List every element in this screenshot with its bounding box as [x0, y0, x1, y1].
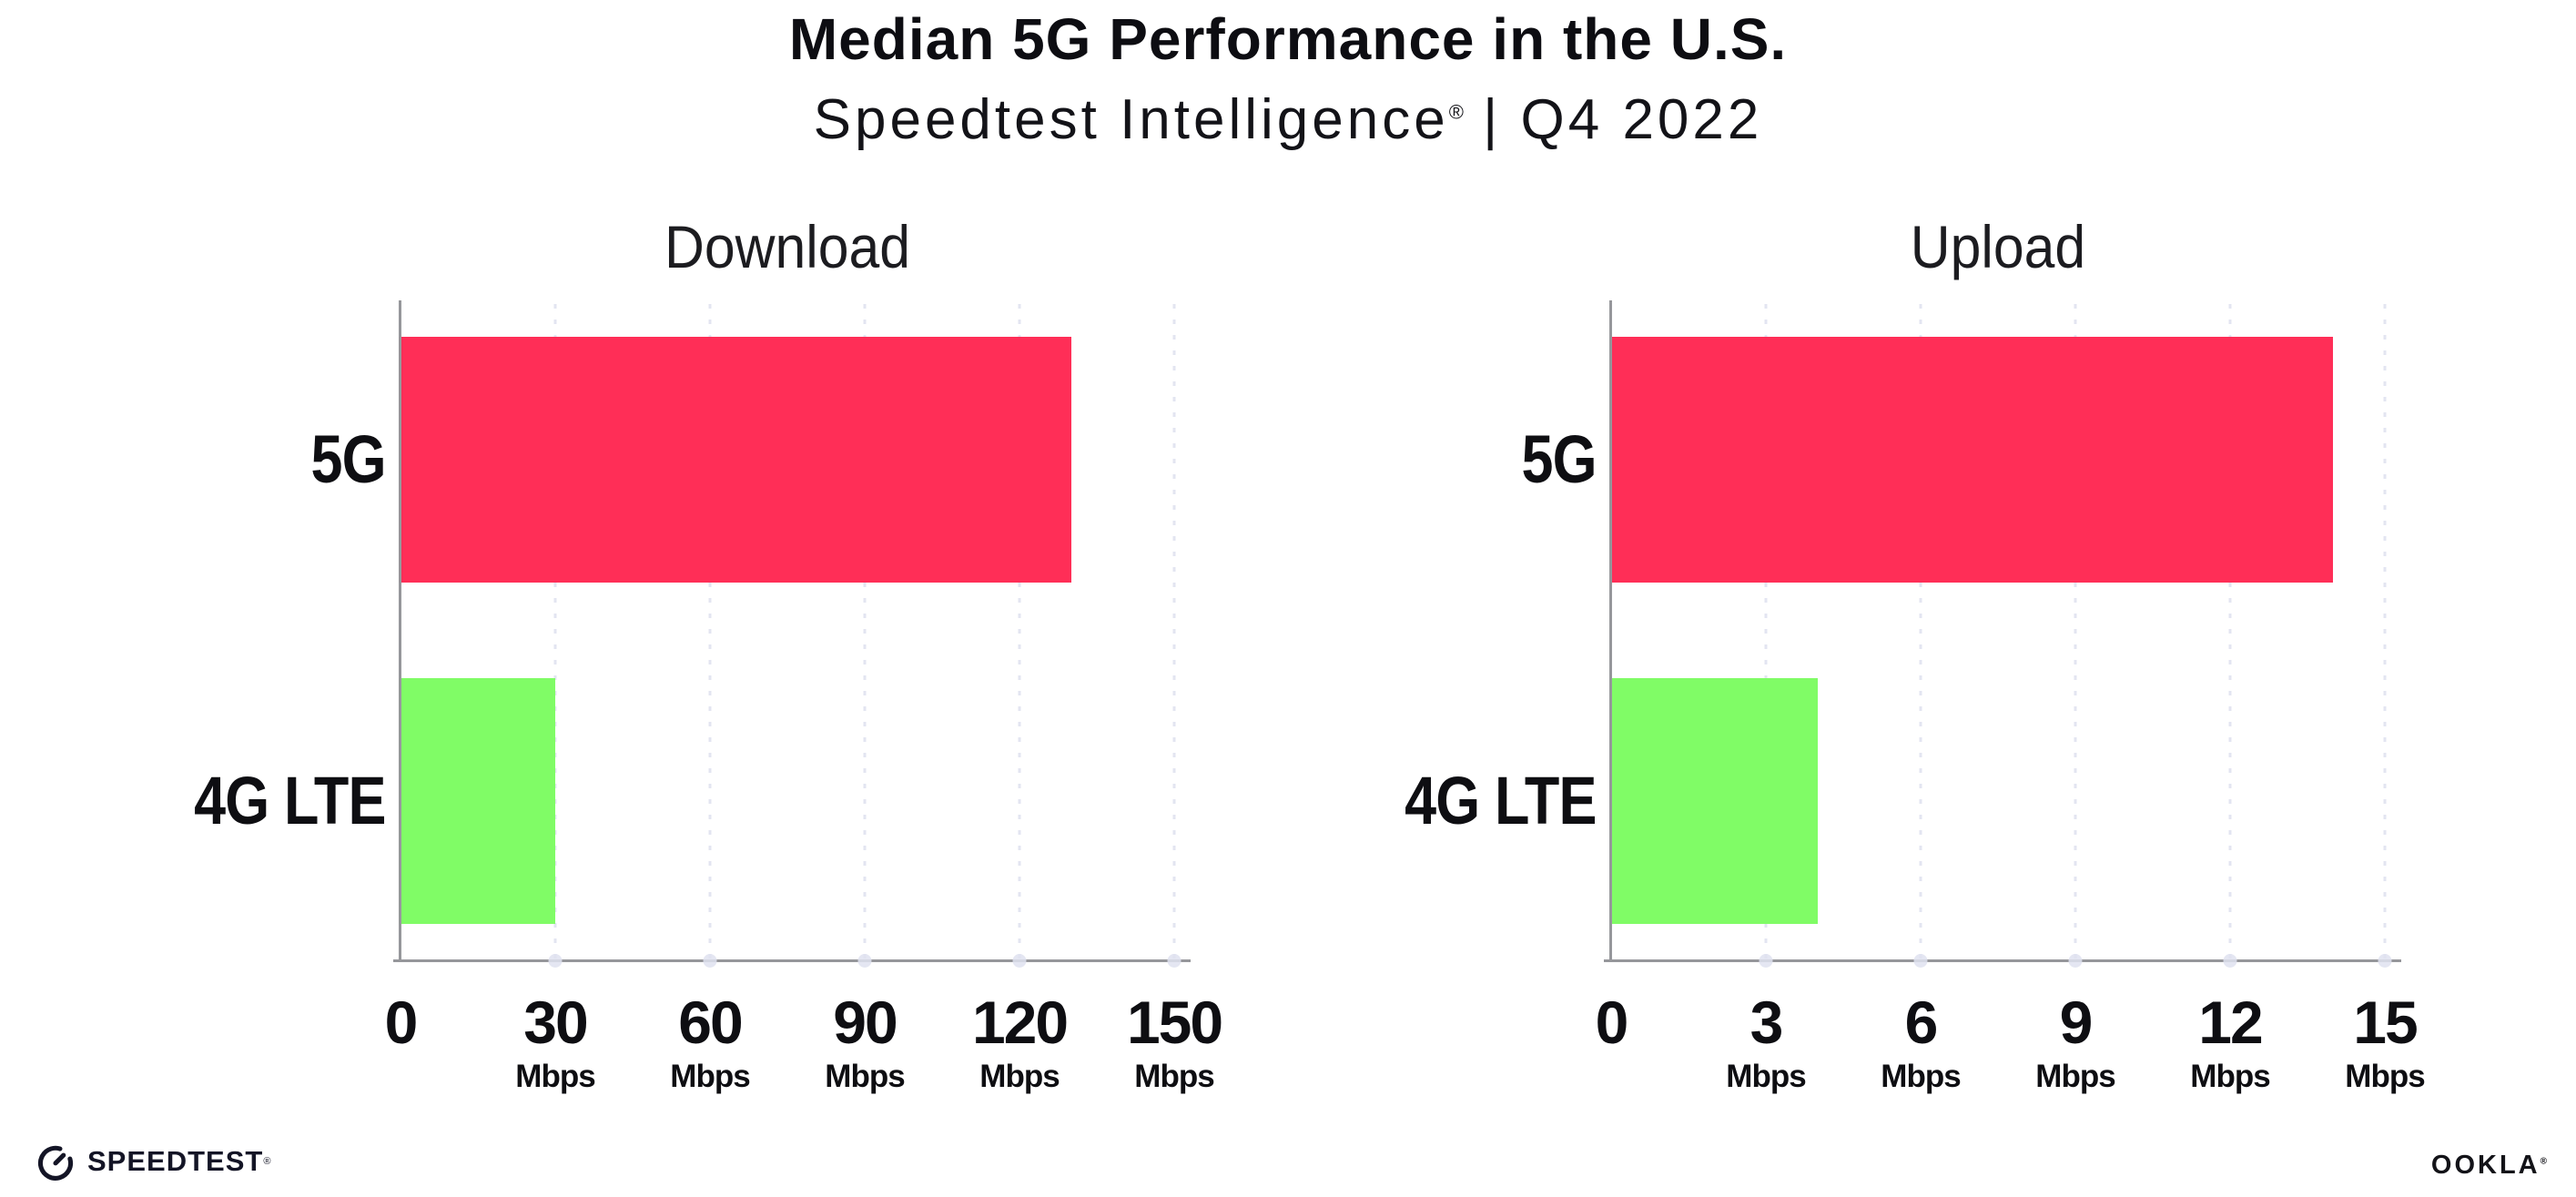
gridline — [2228, 304, 2232, 960]
download-chart: Download 5G 4G LTE — [137, 205, 1223, 1097]
bar-4g-lte-upload — [1611, 678, 1818, 924]
x-tick: 60 Mbps — [670, 960, 750, 1095]
x-tick-unit: Mbps — [1881, 1059, 1961, 1094]
x-tick-value: 6 — [1904, 989, 1939, 1056]
x-tick-unit: Mbps — [670, 1059, 750, 1094]
category-label-5g: 5G — [310, 421, 387, 497]
download-plot-area — [393, 300, 1191, 968]
gridline — [708, 304, 712, 960]
x-tick-unit: Mbps — [515, 1059, 595, 1094]
gridline — [1018, 304, 1021, 960]
x-tick-unit: Mbps — [2190, 1059, 2270, 1094]
speedtest-logo: SPEEDTEST ® — [35, 1141, 270, 1182]
gridline — [863, 304, 867, 960]
speedtest-registered-mark: ® — [263, 1156, 271, 1167]
x-tick-value: 0 — [384, 989, 419, 1056]
subtitle-brand: Speedtest Intelligence — [813, 88, 1449, 151]
x-tick: 0 — [384, 960, 419, 1057]
x-tick-value: 3 — [1749, 989, 1784, 1056]
footer: SPEEDTEST ® OOKLA® — [0, 1133, 2576, 1197]
gridline — [1764, 304, 1768, 960]
x-tick-unit: Mbps — [979, 1059, 1060, 1094]
axis-tick-dot — [1012, 954, 1027, 968]
x-tick: 30 Mbps — [515, 960, 595, 1095]
bar-5g-download — [401, 337, 1071, 583]
speedtest-wordmark: SPEEDTEST — [87, 1145, 264, 1177]
download-category-labels: 5G 4G LTE — [137, 300, 401, 960]
x-tick-value: 9 — [2059, 989, 2094, 1056]
upload-chart: Upload 5G 4G LTE — [1347, 205, 2426, 1097]
axis-tick-dot — [2068, 954, 2083, 968]
x-axis-line — [393, 959, 1191, 962]
axis-tick-dot — [2378, 954, 2392, 968]
axis-tick-dot — [1167, 954, 1182, 968]
download-x-axis-labels: 0 30 Mbps 60 Mbps 90 Mbps 120 Mbps 150 M… — [385, 960, 1223, 1097]
category-label-5g: 5G — [1521, 421, 1597, 497]
x-tick-value: 12 — [2198, 989, 2263, 1056]
x-tick-unit: Mbps — [1134, 1059, 1214, 1094]
x-tick-value: 60 — [678, 989, 743, 1056]
x-tick: 6 Mbps — [1881, 960, 1961, 1095]
upload-plot-area — [1604, 300, 2401, 968]
gridline — [553, 304, 557, 960]
axis-tick-dot — [703, 954, 717, 968]
axis-tick-dot — [1759, 954, 1773, 968]
upload-category-labels: 5G 4G LTE — [1347, 300, 1611, 960]
x-tick-value: 120 — [971, 989, 1069, 1056]
upload-chart-body: 5G 4G LTE — [1347, 300, 2401, 968]
download-chart-title: Download — [664, 213, 911, 280]
upload-x-axis-labels: 0 3 Mbps 6 Mbps 9 Mbps 12 Mbps 15 Mbps — [1596, 960, 2426, 1097]
x-tick: 15 Mbps — [2345, 960, 2425, 1095]
axis-tick-dot — [1913, 954, 1928, 968]
page-title: Median 5G Performance in the U.S. — [788, 6, 1788, 72]
x-tick-value: 90 — [833, 989, 898, 1056]
x-tick-value: 15 — [2353, 989, 2418, 1056]
page-subtitle: Speedtest Intelligence® | Q4 2022 — [0, 87, 2576, 152]
x-tick: 0 — [1595, 960, 1629, 1057]
subtitle-period: | Q4 2022 — [1463, 88, 1763, 151]
axis-tick-dot — [857, 954, 872, 968]
x-tick-unit: Mbps — [2035, 1059, 2115, 1094]
ookla-wordmark: OOKLA — [2430, 1151, 2541, 1180]
axis-tick-dot — [2223, 954, 2237, 968]
header: Median 5G Performance in the U.S. Speedt… — [0, 0, 2576, 152]
upload-chart-title: Upload — [1910, 213, 2086, 280]
x-tick-value: 0 — [1595, 989, 1629, 1056]
gridline — [2074, 304, 2077, 960]
y-axis-line — [1609, 300, 1612, 962]
gridline — [1919, 304, 1922, 960]
axis-tick-dot — [548, 954, 563, 968]
gridline — [1172, 304, 1176, 960]
x-tick: 3 Mbps — [1726, 960, 1806, 1095]
x-tick: 150 Mbps — [1126, 960, 1223, 1095]
bar-4g-lte-download — [401, 678, 555, 924]
x-tick: 12 Mbps — [2190, 960, 2270, 1095]
x-tick: 9 Mbps — [2035, 960, 2115, 1095]
ookla-logo: OOKLA® — [2431, 1151, 2547, 1181]
ookla-registered-mark: ® — [2540, 1156, 2547, 1167]
category-label-4g-lte: 4G LTE — [1405, 763, 1597, 838]
speedtest-gauge-icon — [35, 1141, 76, 1182]
x-tick: 90 Mbps — [825, 960, 905, 1095]
bar-5g-upload — [1611, 337, 2334, 583]
gridline — [2383, 304, 2387, 960]
x-tick-unit: Mbps — [1726, 1059, 1806, 1094]
x-tick-value: 30 — [523, 989, 588, 1056]
y-axis-line — [399, 300, 401, 962]
x-axis-line — [1604, 959, 2401, 962]
x-tick: 120 Mbps — [971, 960, 1069, 1095]
x-tick-unit: Mbps — [825, 1059, 905, 1094]
category-label-4g-lte: 4G LTE — [194, 763, 387, 838]
download-chart-body: 5G 4G LTE — [137, 300, 1191, 968]
registered-mark: ® — [1448, 100, 1464, 124]
x-tick-unit: Mbps — [2345, 1059, 2425, 1094]
x-tick-value: 150 — [1126, 989, 1223, 1056]
